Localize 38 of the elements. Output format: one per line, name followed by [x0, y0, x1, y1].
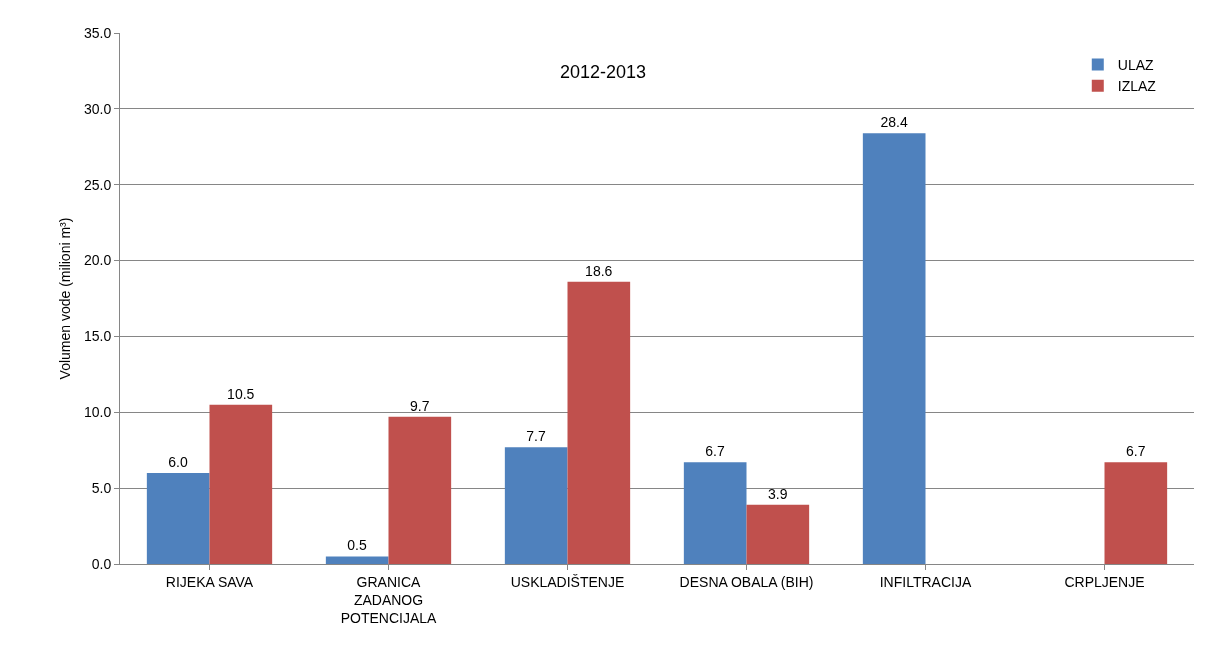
x-tick-label: GRANICA ZADANOG POTENCIJALA — [340, 573, 437, 627]
y-tick-label: 25.0 — [83, 176, 112, 193]
legend-label: IZLAZ — [1117, 78, 1157, 95]
y-tick-label: 30.0 — [83, 100, 112, 117]
y-tick-label: 35.0 — [83, 24, 112, 41]
data-label: 28.4 — [880, 114, 908, 131]
bar — [146, 472, 210, 564]
bar — [1104, 462, 1168, 564]
bar — [862, 133, 926, 564]
y-tick-label: 15.0 — [83, 328, 112, 345]
y-tick-label: 20.0 — [83, 252, 112, 269]
data-label: 7.7 — [526, 428, 547, 445]
y-tick-label: 10.0 — [83, 404, 112, 421]
data-label: 6.7 — [1125, 443, 1146, 460]
data-label: 3.9 — [767, 485, 788, 502]
bar — [209, 404, 273, 564]
bar — [325, 556, 389, 564]
x-tick-label: RIJEKA SAVA — [165, 573, 254, 590]
y-tick-label: 0.0 — [91, 555, 112, 572]
x-tick-label: INFILTRACIJA — [879, 573, 972, 590]
bar — [567, 281, 631, 564]
x-tick-label: CRPLJENJE — [1064, 573, 1145, 590]
data-label: 9.7 — [409, 397, 430, 414]
y-tick-label: 5.0 — [91, 480, 112, 497]
x-tick-label: USKLADIŠTENJE — [510, 573, 625, 590]
bar — [388, 416, 452, 564]
data-label: 0.5 — [347, 537, 368, 554]
y-axis-title: Volumen vode (milioni m³) — [56, 217, 73, 380]
bar — [746, 504, 810, 564]
bar — [683, 462, 747, 564]
text: 2012-2013 — [560, 62, 647, 82]
bar — [504, 447, 568, 564]
data-label: 10.5 — [227, 385, 255, 402]
data-label: 6.7 — [705, 443, 726, 460]
data-label: 18.6 — [585, 262, 613, 279]
data-label: 6.0 — [168, 453, 189, 470]
x-tick-label: DESNA OBALA (BIH) — [679, 573, 814, 590]
legend-label: ULAZ — [1117, 56, 1155, 73]
